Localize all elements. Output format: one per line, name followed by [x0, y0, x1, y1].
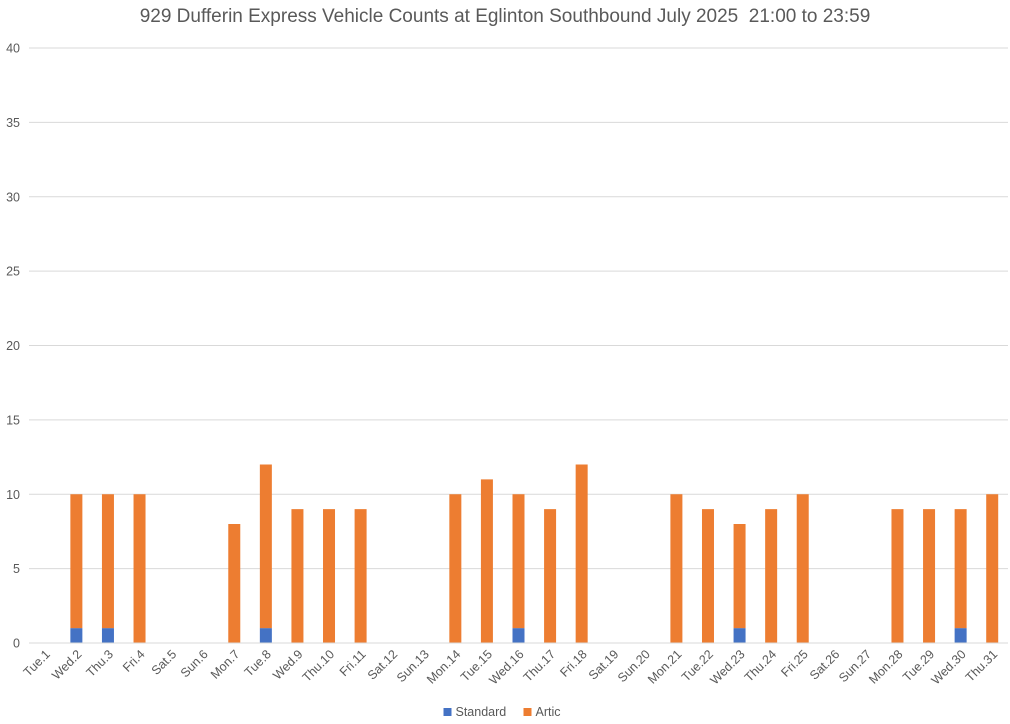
y-tick-labels: 0 5 10 15 20 25 30 35 40	[6, 42, 20, 651]
bar-artic-thu-17	[544, 509, 557, 643]
y-tick-label: 35	[6, 116, 20, 130]
legend-swatch-standard	[443, 708, 452, 716]
bar-artic-fri-11	[354, 509, 367, 643]
x-tick-label: Thu.24	[742, 647, 779, 684]
x-tick-label: Mon.14	[424, 647, 463, 686]
x-tick-label: Tue.8	[242, 647, 274, 679]
bar-artic-wed-23	[733, 524, 746, 629]
legend-swatch-artic	[523, 708, 532, 716]
y-tick-label: 40	[6, 42, 20, 56]
bar-standard-wed-16	[512, 628, 525, 643]
chart-title: 929 Dufferin Express Vehicle Counts at E…	[139, 6, 871, 27]
y-tick-label: 10	[6, 488, 20, 502]
bar-artic-fri-4	[133, 494, 146, 643]
bar-artic-tue-22	[701, 509, 714, 643]
legend-label-artic: Artic	[536, 705, 561, 719]
x-tick-label: Thu.3	[84, 647, 117, 680]
x-tick-label: Wed.23	[707, 647, 747, 687]
x-tick-label: Sun.6	[178, 647, 211, 680]
bar-artic-mon-7	[228, 524, 241, 643]
bar-artic-wed-30	[954, 509, 967, 629]
bar-artic-fri-25	[796, 494, 809, 643]
bar-artic-mon-21	[670, 494, 683, 643]
y-tick-label: 15	[6, 413, 20, 427]
bar-standard-tue-8	[259, 628, 272, 643]
bar-artic-fri-18	[575, 464, 588, 643]
bar-standard-thu-3	[101, 628, 114, 643]
bar-artic-wed-16	[512, 494, 525, 629]
bar-artic-mon-28	[891, 509, 904, 643]
y-tick-label: 0	[13, 637, 20, 651]
legend-item-artic: Artic	[523, 705, 561, 719]
legend-item-standard: Standard	[443, 705, 507, 719]
x-tick-label: Wed.9	[270, 647, 305, 682]
x-tick-label: Wed.30	[929, 647, 969, 687]
bar-artic-wed-9	[291, 509, 304, 643]
x-tick-label: Mon.21	[645, 647, 684, 686]
y-tick-label: 25	[6, 265, 20, 279]
x-tick-label: Tue.1	[21, 647, 53, 679]
x-tick-label: Fri.11	[337, 647, 369, 679]
bar-standard-wed-30	[954, 628, 967, 643]
x-tick-label: Sat.5	[149, 647, 180, 678]
bar-artic-thu-3	[101, 494, 114, 629]
y-tick-label: 5	[13, 562, 20, 576]
bar-artic-mon-14	[449, 494, 462, 643]
x-tick-label: Thu.10	[300, 647, 337, 684]
bar-artic-tue-15	[480, 479, 493, 643]
y-tick-label: 20	[6, 339, 20, 353]
x-tick-label: Thu.31	[963, 647, 1000, 684]
x-tick-label: Fri.4	[120, 647, 148, 675]
bar-artic-thu-10	[323, 509, 336, 643]
x-tick-label: Fri.18	[557, 647, 590, 680]
x-tick-label: Mon.28	[866, 647, 905, 686]
bar-artic-wed-2	[70, 494, 83, 629]
legend-label-standard: Standard	[456, 705, 507, 719]
x-tick-label: Mon.7	[208, 647, 242, 681]
bar-standard-wed-23	[733, 628, 746, 643]
bar-artic-tue-8	[259, 464, 272, 629]
x-tick-label: Thu.17	[521, 647, 558, 684]
x-tick-label: Fri.25	[778, 647, 811, 680]
bar-artic-tue-29	[923, 509, 936, 643]
bars	[70, 464, 999, 643]
x-tick-label: Wed.16	[486, 647, 526, 687]
y-tick-label: 30	[6, 190, 20, 204]
bar-artic-thu-31	[986, 494, 999, 643]
bar-artic-thu-24	[765, 509, 778, 643]
bar-standard-wed-2	[70, 628, 83, 643]
legend: Standard Artic	[443, 705, 561, 719]
x-tick-label: Wed.2	[49, 647, 84, 682]
